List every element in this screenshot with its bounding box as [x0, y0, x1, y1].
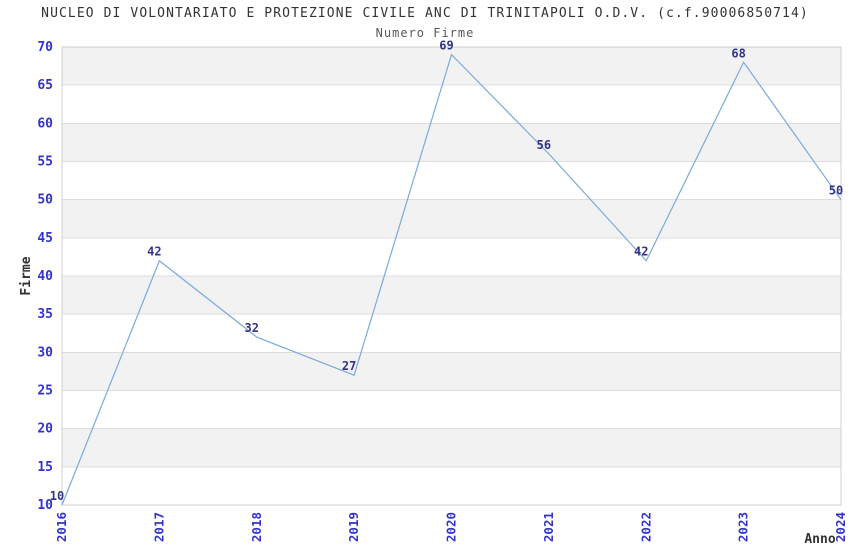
svg-text:55: 55 — [37, 155, 53, 170]
y-axis-title: Firme — [19, 256, 34, 295]
svg-text:10: 10 — [37, 498, 53, 513]
svg-text:68: 68 — [731, 46, 745, 60]
svg-text:2017: 2017 — [151, 512, 166, 542]
svg-text:25: 25 — [37, 384, 53, 399]
y-axis-tick-labels: 70 65 60 55 50 45 40 35 30 25 20 15 10 — [37, 40, 53, 513]
svg-text:2020: 2020 — [444, 512, 459, 542]
x-axis-tick-labels: 2016 2017 2018 2019 2020 2021 2022 2023 2024 — [54, 512, 848, 542]
svg-text:60: 60 — [37, 116, 53, 131]
svg-text:2024: 2024 — [833, 512, 848, 542]
x-axis-title: Anno — [804, 532, 835, 547]
svg-text:56: 56 — [537, 138, 551, 152]
svg-text:42: 42 — [634, 245, 648, 259]
svg-text:2023: 2023 — [736, 512, 751, 542]
svg-text:2021: 2021 — [541, 512, 556, 542]
svg-text:35: 35 — [37, 307, 53, 322]
data-line — [61, 53, 842, 506]
point-labels: 10 42 32 27 69 56 42 68 50 — [50, 39, 843, 503]
svg-text:42: 42 — [147, 245, 161, 259]
svg-text:70: 70 — [37, 40, 53, 55]
svg-text:20: 20 — [37, 422, 53, 437]
svg-text:45: 45 — [37, 231, 53, 246]
plot-border — [61, 46, 842, 506]
gridlines — [62, 84, 841, 468]
svg-text:32: 32 — [245, 321, 259, 335]
svg-text:40: 40 — [37, 269, 53, 284]
chart-subtitle: Numero Firme — [375, 26, 475, 40]
svg-text:50: 50 — [829, 184, 843, 198]
svg-text:2022: 2022 — [638, 512, 653, 542]
svg-text:2016: 2016 — [54, 512, 69, 542]
svg-text:30: 30 — [37, 345, 53, 360]
svg-text:27: 27 — [342, 359, 356, 373]
svg-text:50: 50 — [37, 193, 53, 208]
svg-text:65: 65 — [37, 78, 53, 93]
svg-text:15: 15 — [37, 460, 53, 475]
svg-text:2019: 2019 — [346, 512, 361, 542]
svg-text:10: 10 — [50, 489, 64, 503]
svg-text:69: 69 — [439, 39, 453, 53]
plot-bands — [62, 47, 841, 505]
chart-title: NUCLEO DI VOLONTARIATO E PROTEZIONE CIVI… — [41, 6, 809, 21]
svg-text:2018: 2018 — [249, 512, 264, 542]
